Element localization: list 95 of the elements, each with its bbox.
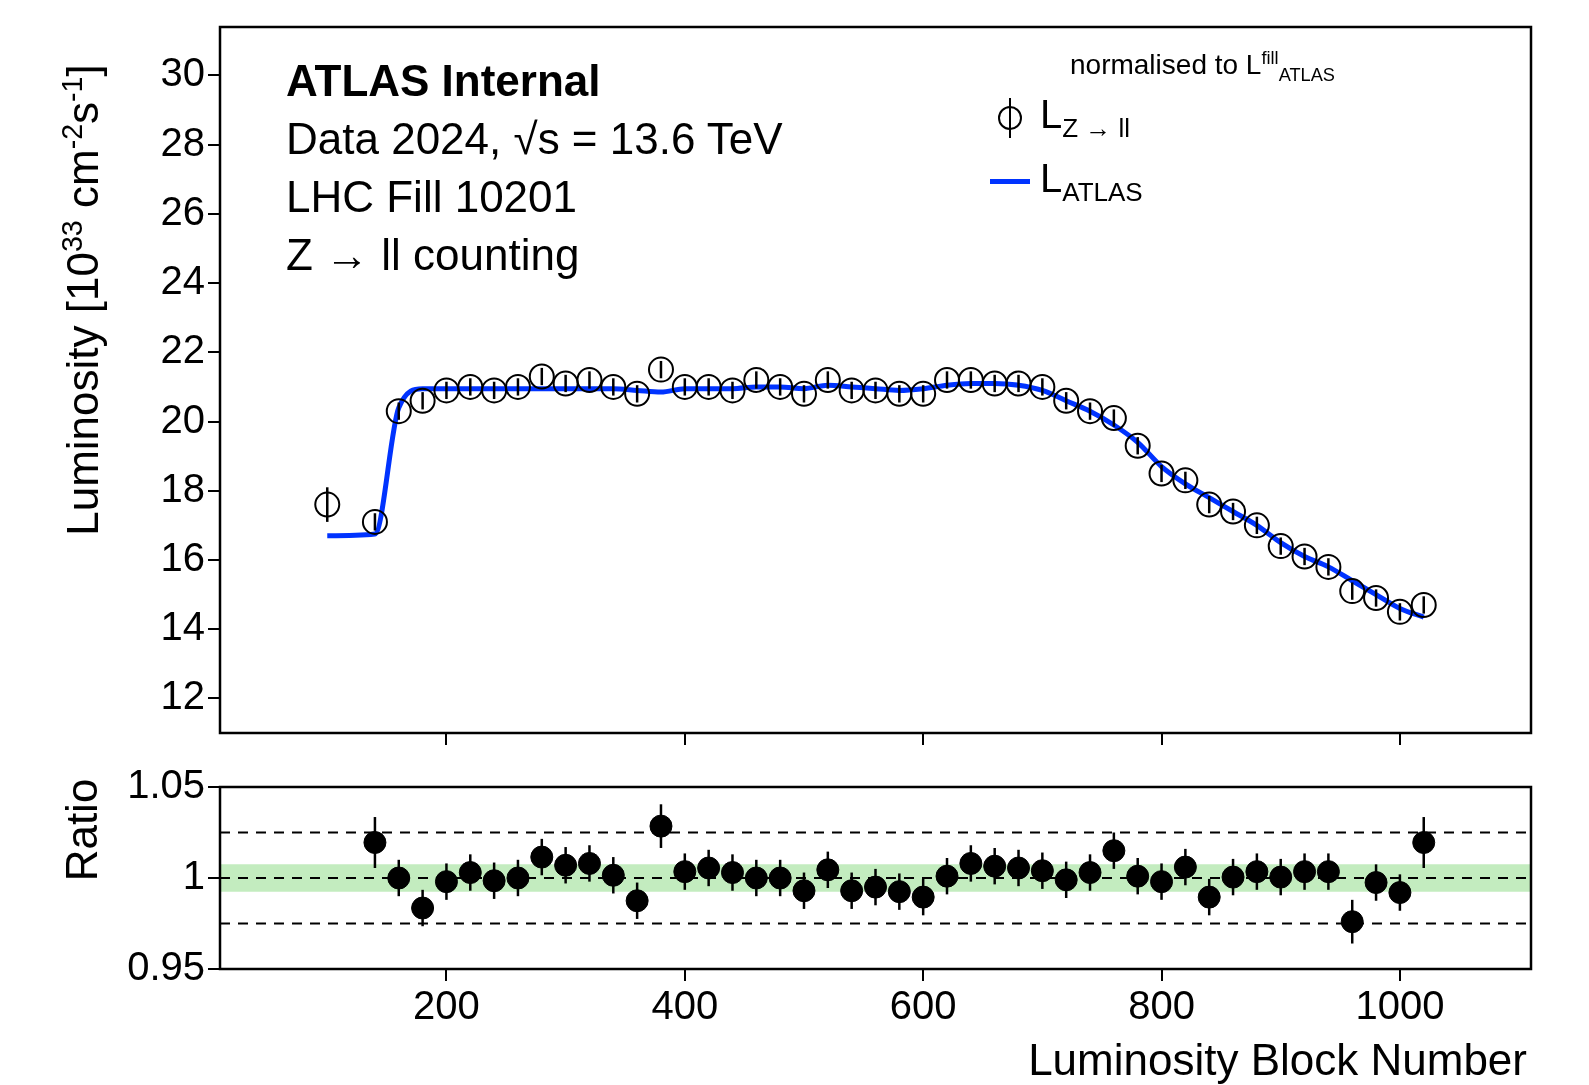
annotation: Z → ll counting: [286, 229, 581, 281]
y-tick-label: 22: [160, 327, 205, 372]
point: [1363, 585, 1390, 612]
point: [1364, 871, 1388, 895]
point: [934, 367, 961, 393]
point: [1078, 861, 1102, 885]
point: [792, 879, 816, 903]
point: [1196, 491, 1223, 518]
point: [1315, 553, 1342, 580]
y-tick-label: 26: [160, 188, 205, 233]
point: [1172, 467, 1199, 494]
annotation: Data 2024, √s = 13.6 TeV: [286, 113, 783, 165]
point: [1243, 512, 1270, 539]
x-tick-label: 400: [651, 983, 719, 1028]
point: [363, 831, 387, 855]
point: [1029, 373, 1056, 400]
annotation: ATLAS Internal: [286, 55, 602, 107]
point: [981, 370, 1008, 397]
point: [1245, 860, 1269, 884]
point: [671, 373, 698, 400]
point: [719, 377, 746, 404]
point: [482, 869, 506, 893]
legend-label: L$_{ATLAS}$: [1040, 155, 1143, 208]
point: [1077, 398, 1104, 425]
point: [1102, 839, 1126, 863]
point: [768, 866, 792, 890]
point: [767, 373, 794, 400]
y-tick-label: 24: [160, 258, 205, 303]
y-tick-label: 12: [160, 673, 205, 718]
y-tick-label: 20: [160, 396, 205, 441]
x-tick-label: 800: [1128, 983, 1195, 1028]
point: [862, 377, 889, 404]
point: [481, 377, 508, 404]
point: [814, 367, 841, 393]
point: [1339, 578, 1366, 605]
point: [552, 370, 579, 397]
point: [838, 377, 865, 404]
x-axis-title: Luminosity Block Number: [1027, 1035, 1527, 1085]
legend-label: L$_{Z → ll}$: [1040, 91, 1131, 144]
point: [387, 866, 411, 890]
y-tick-label: 16: [160, 534, 205, 579]
point: [528, 363, 555, 390]
point: [1221, 865, 1245, 889]
point: [959, 851, 983, 875]
point: [1197, 885, 1221, 909]
point: [1410, 591, 1437, 618]
point: [649, 814, 673, 838]
point: [1340, 910, 1364, 934]
point: [361, 508, 388, 535]
point: [816, 858, 840, 882]
y-tick-label: 1: [182, 853, 205, 898]
point: [314, 491, 341, 518]
point: [695, 373, 722, 400]
point: [457, 373, 484, 400]
y-tick-label: 28: [160, 119, 205, 164]
point: [743, 367, 770, 393]
x-tick-label: 1000: [1355, 983, 1445, 1028]
point: [504, 373, 531, 400]
point: [385, 398, 412, 425]
point: [1148, 460, 1175, 487]
point: [409, 387, 436, 414]
point: [1291, 543, 1318, 570]
point: [935, 864, 959, 888]
point: [1386, 598, 1413, 625]
point: [790, 380, 817, 407]
point: [433, 377, 460, 404]
point: [624, 380, 651, 407]
point: [1100, 405, 1127, 432]
annotation: LHC Fill 10201: [286, 171, 579, 223]
x-tick-label: 600: [889, 983, 957, 1028]
point: [625, 889, 649, 913]
point: [1053, 387, 1080, 414]
y-tick-label: 30: [160, 50, 205, 95]
point: [506, 866, 530, 890]
x-tick-label: 200: [413, 983, 480, 1028]
point: [910, 380, 937, 407]
y-tick-label: 14: [160, 604, 205, 649]
y-axis-title: Ratio: [57, 778, 107, 882]
point: [1124, 432, 1151, 459]
point: [530, 845, 554, 869]
point: [1220, 498, 1247, 525]
y-tick-label: 0.95: [127, 944, 205, 989]
point: [957, 367, 984, 393]
point: [1054, 868, 1078, 892]
point: [576, 367, 603, 393]
point: [886, 380, 913, 407]
point: [647, 356, 674, 383]
point: [673, 860, 697, 884]
point: [600, 373, 627, 400]
point: [911, 885, 935, 909]
point: [1388, 881, 1412, 905]
point: [1005, 370, 1032, 397]
y-tick-label: 18: [160, 465, 205, 510]
y-tick-label: 1.05: [127, 762, 205, 807]
point: [1267, 533, 1294, 560]
